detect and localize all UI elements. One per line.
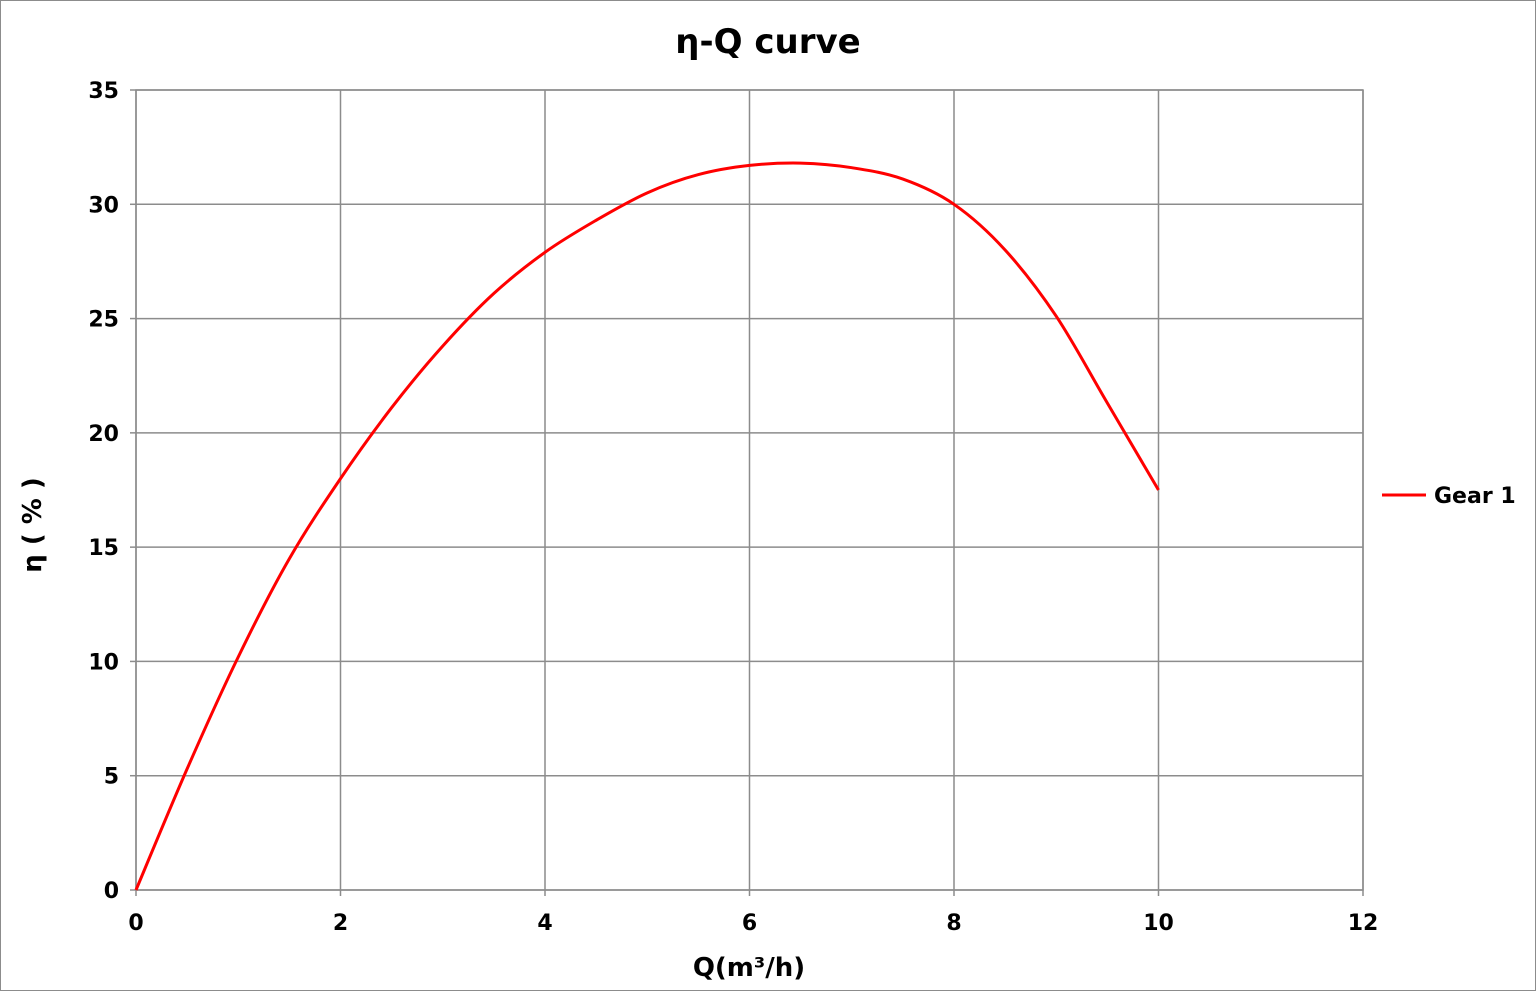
series-line-gear-1 (134, 161, 1160, 891)
x-tick-label-6: 6 (742, 911, 757, 936)
x-tick-label-10: 10 (1143, 911, 1174, 936)
x-tick-label-2: 2 (333, 911, 348, 936)
y-axis-ticks: 0 5 10 15 20 25 30 35 (88, 79, 136, 904)
y-tick-label-35: 35 (88, 79, 119, 104)
y-tick-label-25: 25 (88, 308, 119, 333)
y-tick-label-5: 5 (104, 765, 119, 790)
x-tick-label-4: 4 (537, 911, 552, 936)
x-tick-label-8: 8 (946, 911, 961, 936)
y-tick-label-30: 30 (88, 193, 119, 218)
y-tick-label-15: 15 (88, 536, 119, 561)
y-tick-label-0: 0 (104, 879, 119, 904)
x-tick-label-12: 12 (1348, 911, 1379, 936)
chart-title: η-Q curve (675, 22, 860, 62)
y-tick-label-20: 20 (88, 422, 119, 447)
x-tick-label-0: 0 (128, 911, 143, 936)
legend: Gear 1 (1382, 484, 1516, 509)
legend-label-gear-1: Gear 1 (1434, 484, 1516, 509)
y-axis-title: η ( % ) (18, 477, 48, 572)
grid-lines (135, 89, 1364, 891)
x-axis-ticks: 0 2 4 6 8 10 12 (128, 890, 1378, 936)
y-tick-label-10: 10 (88, 650, 119, 675)
x-axis-title: Q(m³/h) (693, 953, 805, 983)
series-lines (134, 161, 1160, 891)
